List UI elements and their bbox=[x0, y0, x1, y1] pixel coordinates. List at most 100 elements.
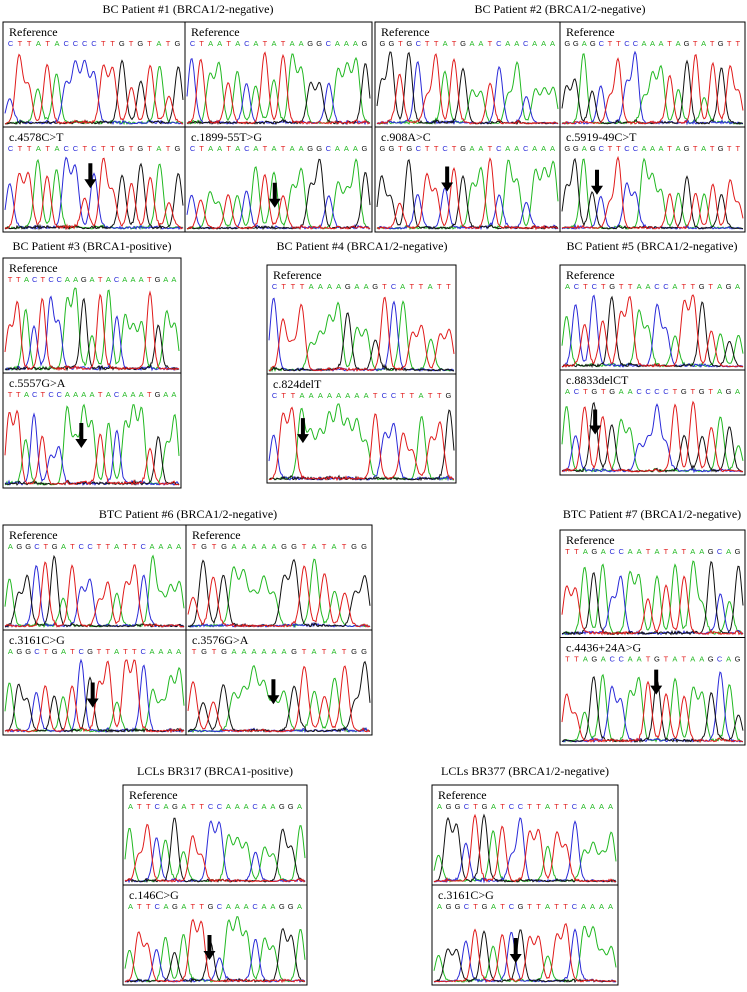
trace bbox=[187, 558, 371, 628]
trace bbox=[433, 829, 617, 883]
reference-label: Reference bbox=[9, 25, 58, 39]
trace bbox=[4, 290, 180, 372]
trace bbox=[561, 294, 744, 368]
reference-label: Reference bbox=[273, 268, 322, 282]
arrow bbox=[267, 679, 280, 705]
trace bbox=[124, 918, 306, 984]
trace bbox=[187, 665, 371, 733]
arrow bbox=[591, 169, 603, 195]
trace bbox=[268, 403, 455, 481]
arrow bbox=[86, 682, 99, 708]
mutation-label: c.3576G>A bbox=[192, 633, 249, 647]
reference-label: Reference bbox=[438, 788, 487, 802]
panel-title: BTC Patient #6 (BRCA1/2-negative) bbox=[99, 507, 277, 521]
trace bbox=[561, 295, 744, 369]
reference-label: Reference bbox=[191, 25, 240, 39]
trace bbox=[186, 51, 371, 125]
arrow bbox=[203, 935, 216, 960]
trace bbox=[561, 400, 744, 473]
arrow bbox=[296, 418, 309, 444]
trace bbox=[124, 817, 306, 883]
trace bbox=[268, 300, 455, 373]
trace bbox=[124, 927, 306, 984]
mutation-label: c.8833delCT bbox=[566, 373, 629, 387]
mutation-label: c.4436+24A>G bbox=[566, 641, 642, 655]
trace bbox=[268, 296, 455, 372]
arrow bbox=[441, 166, 454, 192]
trace bbox=[376, 53, 559, 125]
trace bbox=[4, 561, 185, 628]
mutation-label: c.5919-49C>T bbox=[566, 130, 637, 144]
trace bbox=[433, 817, 617, 884]
reference-label: Reference bbox=[9, 528, 58, 542]
panel-title: BTC Patient #7 (BRCA1/2-negative) bbox=[563, 507, 741, 521]
trace bbox=[186, 158, 371, 231]
panel-title: BC Patient #2 (BRCA1/2-negative) bbox=[475, 2, 646, 16]
trace bbox=[186, 158, 371, 230]
trace bbox=[124, 823, 306, 883]
mutation-label: c.3161C>G bbox=[9, 633, 65, 647]
reference-label: Reference bbox=[381, 25, 430, 39]
trace bbox=[4, 156, 184, 231]
panel-title: BC Patient #5 (BRCA1/2-negative) bbox=[567, 239, 738, 253]
trace bbox=[561, 560, 744, 636]
trace bbox=[433, 929, 617, 983]
reference-label: Reference bbox=[129, 788, 178, 802]
trace bbox=[376, 51, 559, 125]
trace bbox=[4, 659, 185, 734]
trace bbox=[186, 173, 371, 230]
reference-label: Reference bbox=[566, 268, 615, 282]
trace bbox=[561, 560, 744, 636]
trace bbox=[376, 61, 559, 125]
trace bbox=[561, 59, 743, 125]
trace bbox=[433, 813, 617, 883]
mutation-label: c.5557G>A bbox=[9, 376, 66, 390]
arrow bbox=[75, 423, 88, 448]
trace bbox=[561, 294, 744, 368]
trace bbox=[4, 666, 185, 733]
trace bbox=[433, 813, 617, 883]
reference-label: Reference bbox=[566, 533, 615, 547]
arrow bbox=[650, 669, 663, 695]
trace bbox=[433, 923, 617, 983]
trace bbox=[4, 157, 184, 231]
trace bbox=[4, 554, 185, 628]
reference-label: Reference bbox=[192, 528, 241, 542]
reference-label: Reference bbox=[9, 261, 58, 275]
trace bbox=[561, 54, 744, 125]
trace bbox=[268, 297, 455, 372]
panel-title: LCLs BR377 (BRCA1/2-negative) bbox=[441, 764, 609, 778]
mutation-label: c.908A>C bbox=[381, 130, 431, 144]
arrow bbox=[589, 409, 602, 435]
trace bbox=[186, 190, 371, 230]
arrow bbox=[509, 938, 522, 963]
trace bbox=[268, 312, 454, 372]
trace bbox=[4, 564, 185, 628]
trace bbox=[561, 575, 744, 636]
trace bbox=[561, 155, 744, 230]
trace bbox=[561, 671, 743, 743]
panel-title: BC Patient #4 (BRCA1/2-negative) bbox=[277, 239, 448, 253]
trace bbox=[124, 938, 306, 983]
trace bbox=[433, 925, 617, 983]
trace bbox=[187, 565, 371, 628]
